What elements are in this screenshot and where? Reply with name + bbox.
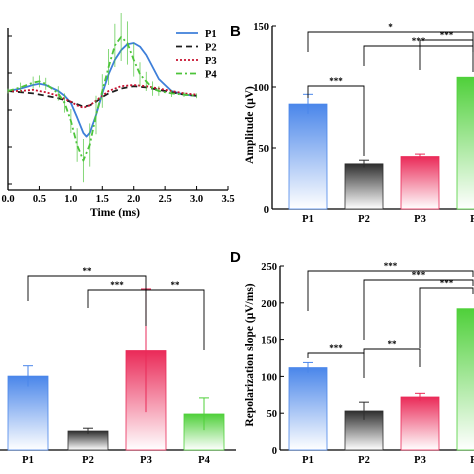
panel-d-significance-label: *** — [440, 278, 454, 288]
panel-d-significance-label: *** — [329, 343, 343, 353]
legend-label-p2: P2 — [205, 43, 217, 54]
panel-d-x-tick-label-p1: P1 — [302, 455, 314, 466]
panel-d-significance-bracket — [419, 287, 474, 348]
panel-a-x-tick-label: 0.0 — [1, 194, 14, 205]
panel-b-x-tick-label-p2: P2 — [358, 214, 370, 225]
panel-d-y-tick-label: 250 — [261, 262, 277, 273]
panel-b-significance-label: * — [388, 22, 393, 32]
panel-d-significance-bracket — [363, 279, 474, 340]
panel-b-x-tick-label-p3: P3 — [414, 214, 426, 225]
panel-b-significance-label: *** — [412, 36, 426, 46]
panel-d-bar-p3 — [400, 396, 440, 451]
panel-b-significance-bracket — [307, 85, 365, 156]
panel-d-bar-p4 — [456, 308, 474, 451]
panel-d-significance-bracket — [307, 270, 474, 311]
panel-b-bar-p3 — [400, 156, 440, 210]
panel-d-x-tick-label-p2: P2 — [358, 455, 370, 466]
panel-d-y-axis-label: Repolarization slope (μV/ms) — [244, 283, 256, 426]
panel-d-y-tick-label: 150 — [261, 336, 277, 347]
panel-d-x-tick-label-p3: P3 — [414, 455, 426, 466]
legend-label-p4: P4 — [205, 70, 217, 81]
panel-d-significance-label: ** — [388, 339, 398, 349]
panel-b-bar-p1 — [288, 103, 328, 210]
panel-c-x-tick-label-p2: P2 — [82, 455, 94, 466]
panel-c-significance-label: *** — [110, 280, 124, 290]
panel-b-x-tick-label-p4: P4 — [470, 214, 474, 225]
panel-c-significance-label: ** — [171, 280, 181, 290]
panel-b-y-tick-label: 50 — [259, 144, 270, 155]
panel-b-bar-chart: B Amplitude (μV) 050100150P1P2P3P4******… — [230, 22, 474, 225]
panel-d-y-tick-label: 200 — [261, 299, 277, 310]
panel-b-x-tick-label-p1: P1 — [302, 214, 314, 225]
panel-b-y-tick-label: 0 — [264, 205, 269, 216]
panel-a-x-tick-label: 2.5 — [159, 194, 172, 205]
panel-d-letter: D — [230, 249, 241, 266]
panel-d-bar-p1 — [288, 367, 328, 451]
panel-c-significance-label: ** — [83, 266, 93, 276]
panel-b-y-axis-label: Amplitude (μV) — [244, 86, 256, 164]
panel-c-significance-bracket — [27, 275, 147, 326]
panel-c-x-tick-label-p4: P4 — [198, 455, 210, 466]
panel-d-y-tick-label: 50 — [267, 409, 278, 420]
panel-d-x-tick-label-p4: P4 — [470, 455, 474, 466]
panel-b-significance-label: *** — [440, 30, 454, 40]
panel-a-x-tick-label: 3.5 — [221, 194, 234, 205]
panel-d-significance-bracket — [307, 352, 365, 378]
panel-d-significance-label: *** — [384, 261, 398, 271]
panel-c-significance-bracket — [146, 289, 205, 350]
panel-d-y-tick-label: 0 — [272, 446, 277, 457]
panel-d-y-tick-label: 100 — [261, 372, 277, 383]
panel-a-x-tick-label: 3.0 — [190, 194, 203, 205]
panel-b-y-tick-label: 100 — [253, 83, 269, 94]
panel-a-x-tick-label: 1.5 — [96, 194, 109, 205]
panel-c-bar-chart: P1 P2 P3 P4***** ** — [0, 266, 236, 466]
panel-a-x-tick-label: 2.0 — [127, 194, 140, 205]
panel-c-x-tick-label-p1: P1 — [22, 455, 34, 466]
panel-c-significance-bracket — [87, 289, 146, 308]
panel-d-bar-chart: D Repolarization slope (μV/ms) 0 50 100 150… — [230, 249, 474, 466]
panel-b-bar-p4 — [456, 76, 474, 210]
panel-d-significance-bracket — [363, 348, 421, 367]
panel-b-y-tick-label: 150 — [253, 22, 269, 33]
legend-label-p3: P3 — [205, 56, 217, 67]
panel-a-x-axis-label: Time (ms) — [90, 207, 140, 219]
panel-d-significance-label: *** — [412, 270, 426, 280]
panel-a-series-line-p4 — [7, 36, 197, 162]
panel-a-x-tick-label: 0.5 — [33, 194, 46, 205]
panel-c-bar-p1 — [7, 375, 49, 451]
panel-b-bar-p2 — [344, 163, 384, 210]
panel-c-x-tick-label-p3: P3 — [140, 455, 152, 466]
legend-label-p1: P1 — [205, 29, 217, 40]
panel-b-significance-bracket — [363, 45, 474, 66]
panel-a-x-tick-label: 1.0 — [64, 194, 77, 205]
panel-b-letter: B — [230, 23, 241, 40]
panel-b-significance-label: *** — [329, 76, 343, 86]
panel-b-significance-bracket — [419, 39, 474, 70]
panel-a-line-chart: Time (ms) 0.0 0.5 1.0 1.5 2.0 2.5 3.0 3.5 P1 P2 P3… — [1, 13, 235, 219]
